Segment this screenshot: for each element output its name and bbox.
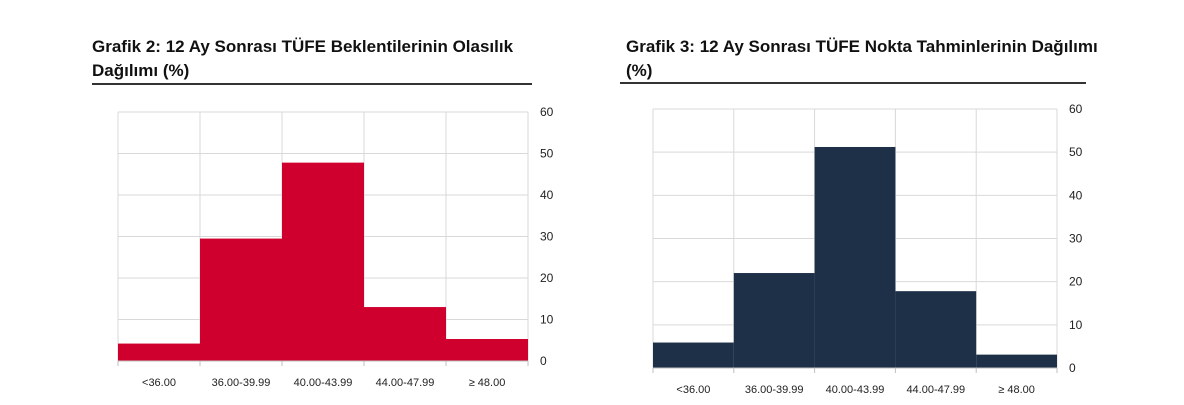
chart-2-x-tick-label: 36.00-39.99 [745,384,804,396]
chart-1-y-tick-label: 40 [540,188,554,202]
chart-1-y-tick-label: 30 [540,230,554,244]
chart-2-y-tick-label: 50 [1069,145,1083,159]
chart-1-y-tick-label: 10 [540,313,554,327]
chart-1-bar [200,238,282,361]
chart-1-y-tick-label: 50 [540,147,554,161]
chart-1-y-tick-label: 20 [540,271,554,285]
chart-1-bar [282,162,364,361]
chart-2-bar [733,273,815,368]
chart-1-y-tick-label: 0 [540,354,547,368]
chart-2-y-tick-label: 30 [1069,232,1083,246]
chart-2-bar [653,342,734,368]
chart-2-y-tick-label: 10 [1069,318,1083,332]
chart-1-title-rule [92,83,532,85]
chart-2-title-rule [620,82,1086,84]
chart-2-x-tick-label: ≥ 48.00 [998,384,1035,396]
chart-1-bar [446,339,528,361]
chart-2-bar [895,291,977,368]
chart-2-y-tick-label: 40 [1069,188,1083,202]
chart-1-y-tick-label: 60 [540,105,554,119]
chart-1-x-tick-label: 40.00-43.99 [294,377,353,389]
chart-1-x-tick-label: 44.00-47.99 [376,377,435,389]
chart-1-x-tick-label: <36.00 [142,377,176,389]
chart-2-y-tick-label: 60 [1069,102,1083,116]
chart-2-x-tick-label: 44.00-47.99 [906,384,965,396]
chart-1-x-tick-label: ≥ 48.00 [469,377,506,389]
chart-2-y-tick-label: 0 [1069,361,1076,375]
chart-1-title: Grafik 2: 12 Ay Sonrası TÜFE Beklentiler… [92,37,514,80]
chart-1-bar [364,307,446,361]
chart-1-bar [118,343,200,361]
chart-1-x-tick-label: 36.00-39.99 [212,377,271,389]
chart-2-x-tick-label: <36.00 [676,384,710,396]
chart-2-title: Grafik 3: 12 Ay Sonrası TÜFE Nokta Tahmi… [626,37,1098,80]
chart-2-y-tick-label: 20 [1069,275,1083,289]
chart-2-x-tick-label: 40.00-43.99 [826,384,885,396]
chart-2-bar [976,354,1057,368]
chart-2-bar [814,146,896,368]
